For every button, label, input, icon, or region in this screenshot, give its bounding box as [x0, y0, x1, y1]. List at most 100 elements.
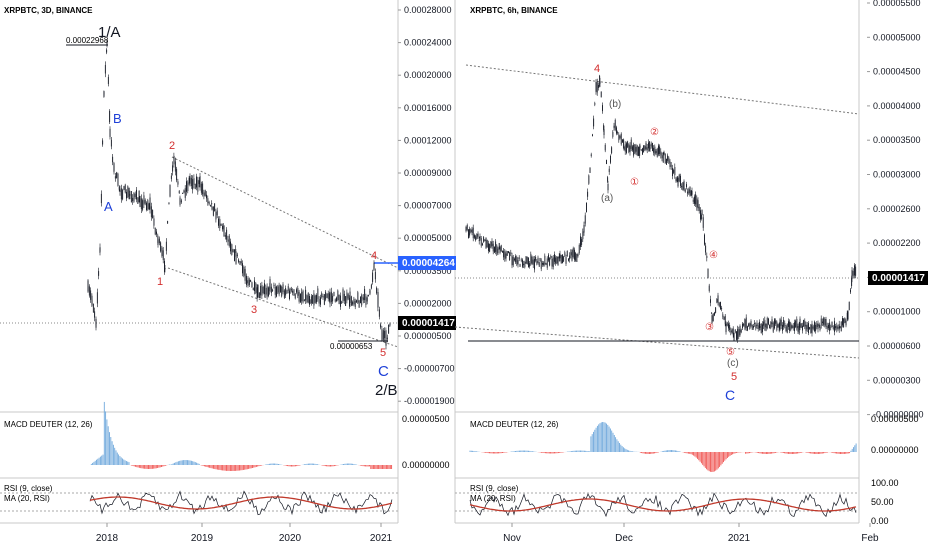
candle-body — [582, 231, 584, 240]
candle-body — [545, 263, 547, 265]
candle-body — [257, 285, 259, 298]
right-wave-label-c2: ② — [650, 127, 659, 138]
candle-body — [469, 228, 471, 236]
candle-body — [704, 234, 705, 245]
candle-body — [655, 150, 657, 154]
candle-body — [663, 151, 665, 155]
candle-body — [820, 318, 822, 326]
candle-body — [329, 293, 330, 301]
candle-body — [102, 140, 104, 145]
candle-body — [537, 257, 539, 263]
candle-body — [530, 253, 532, 264]
wave-label-5: 5 — [380, 347, 386, 359]
left-target-tag-text: 0.00004264 — [402, 258, 455, 269]
candle-body — [123, 186, 125, 190]
candle-body — [94, 311, 96, 318]
candle-body — [321, 293, 323, 297]
candle-body — [157, 239, 159, 245]
candle-body — [206, 194, 207, 199]
candle-body — [630, 139, 632, 149]
candle-body — [212, 206, 214, 216]
candle-body — [222, 225, 223, 230]
candle-body — [126, 191, 127, 199]
candle-body — [465, 227, 467, 232]
candle-body — [498, 242, 500, 250]
candle-body — [602, 105, 603, 112]
candle-body — [261, 285, 263, 296]
candle-body — [353, 298, 355, 305]
candle-body — [497, 248, 499, 254]
candle-body — [303, 299, 305, 301]
candle-body — [643, 145, 645, 153]
wave-label-4: 4 — [371, 250, 377, 262]
candle-body — [674, 167, 676, 176]
candle-body — [808, 323, 809, 334]
candle-body — [92, 303, 94, 313]
right-wave-label-C: C — [725, 387, 735, 403]
candle-body — [389, 323, 391, 326]
candle-body — [564, 252, 566, 256]
candle-body — [718, 302, 720, 307]
wave-label-1: 1 — [157, 276, 163, 288]
candle-body — [804, 321, 806, 327]
candle-body — [851, 278, 853, 286]
candle-body — [350, 296, 352, 306]
candle-body — [654, 146, 656, 155]
candle-body — [477, 233, 479, 237]
candle-body — [701, 214, 703, 220]
left-channel-upper — [171, 156, 399, 269]
candle-body — [603, 125, 605, 130]
candle-body — [210, 205, 211, 207]
candle-body — [357, 292, 359, 303]
candle-body — [270, 286, 272, 293]
candle-body — [198, 180, 200, 185]
candle-body — [653, 147, 655, 153]
candle-body — [124, 184, 126, 193]
candle-body — [662, 152, 664, 163]
candle-body — [132, 197, 134, 202]
candle-body — [277, 286, 279, 293]
candle-body — [714, 312, 715, 316]
candle-body — [150, 206, 152, 218]
candle-body — [523, 263, 525, 266]
candle-body — [574, 249, 575, 260]
candle-body — [194, 183, 196, 189]
candle-body — [468, 229, 469, 239]
candle-body — [472, 227, 474, 239]
candle-body — [254, 280, 255, 291]
candle-body — [146, 202, 147, 210]
candle-body — [649, 141, 651, 151]
candle-body — [160, 242, 162, 252]
candle-body — [293, 289, 295, 296]
candle-body — [490, 241, 492, 248]
price-tick-label: -0.00000700 — [404, 364, 455, 374]
candle-body — [717, 295, 719, 304]
candle-body — [289, 290, 290, 299]
candle-body — [575, 253, 577, 261]
time-tick-label: 2021 — [370, 533, 393, 544]
candle-body — [515, 256, 517, 263]
candle-body — [729, 324, 731, 330]
candle-body — [491, 241, 493, 247]
candle-body — [192, 179, 194, 190]
candle-body — [280, 285, 281, 292]
candle-body — [782, 324, 783, 331]
candle-body — [587, 191, 589, 197]
candle-body — [775, 320, 777, 324]
candle-body — [313, 293, 315, 306]
candle-body — [768, 318, 769, 325]
candle-body — [318, 299, 320, 304]
candle-body — [300, 293, 301, 303]
candle-body — [789, 321, 791, 331]
candle-body — [721, 307, 723, 310]
candle-body — [281, 286, 283, 297]
candle-body — [696, 198, 698, 208]
candle-body — [700, 210, 701, 220]
price-tick-label: 0.00003500 — [404, 266, 452, 276]
candle-body — [193, 178, 195, 185]
candle-body — [158, 238, 160, 244]
panel-frames — [0, 0, 860, 524]
price-tick-label: 0.00003500 — [873, 135, 921, 145]
candle-body — [623, 139, 625, 148]
candle-body — [104, 65, 106, 74]
